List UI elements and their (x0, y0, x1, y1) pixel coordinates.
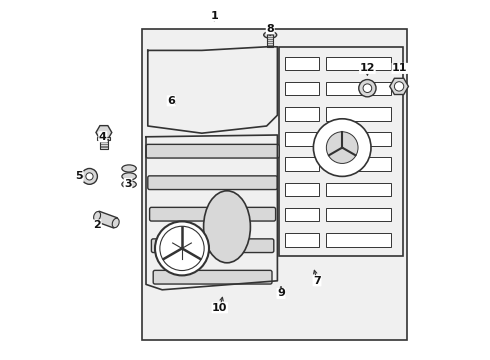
Bar (326, 57, 391, 70)
Bar (326, 132, 391, 146)
Bar (98, 137, 110, 140)
Bar (326, 82, 391, 95)
Circle shape (160, 226, 204, 271)
Bar (285, 233, 319, 247)
Bar (285, 208, 319, 221)
Ellipse shape (122, 181, 136, 188)
Bar (285, 82, 319, 95)
Text: 6: 6 (167, 96, 175, 106)
FancyBboxPatch shape (148, 176, 277, 189)
Bar (285, 57, 319, 70)
Circle shape (81, 168, 98, 184)
FancyBboxPatch shape (146, 144, 279, 158)
Bar (99, 139, 108, 149)
FancyBboxPatch shape (151, 239, 274, 253)
Bar (285, 107, 319, 121)
Text: 10: 10 (212, 303, 227, 313)
Bar (326, 233, 391, 247)
Ellipse shape (204, 191, 250, 263)
Text: 11: 11 (392, 63, 408, 73)
Bar (279, 47, 403, 256)
Circle shape (359, 80, 376, 97)
Circle shape (363, 84, 372, 93)
Bar (267, 34, 273, 47)
Text: 12: 12 (360, 63, 375, 73)
Bar (285, 157, 319, 171)
Text: 2: 2 (94, 220, 101, 230)
Text: 8: 8 (267, 24, 274, 34)
Text: 5: 5 (75, 171, 83, 181)
Bar (326, 107, 391, 121)
Ellipse shape (122, 165, 136, 172)
Bar (326, 157, 391, 171)
Bar (143, 29, 407, 340)
Circle shape (155, 221, 209, 275)
Circle shape (394, 82, 404, 91)
Bar (285, 132, 319, 146)
Circle shape (314, 119, 371, 176)
Bar (326, 208, 391, 221)
Ellipse shape (112, 218, 119, 228)
Text: 3: 3 (124, 179, 132, 189)
Bar (285, 183, 319, 196)
Ellipse shape (264, 32, 277, 38)
FancyBboxPatch shape (153, 270, 272, 284)
Ellipse shape (94, 212, 100, 221)
Circle shape (86, 173, 93, 180)
Circle shape (326, 132, 358, 163)
Text: 9: 9 (277, 288, 285, 298)
Text: 1: 1 (211, 11, 218, 21)
Text: 4: 4 (99, 132, 107, 142)
Ellipse shape (122, 173, 136, 180)
Text: 7: 7 (313, 276, 321, 286)
Polygon shape (95, 211, 118, 228)
Bar (326, 183, 391, 196)
FancyBboxPatch shape (149, 207, 275, 221)
